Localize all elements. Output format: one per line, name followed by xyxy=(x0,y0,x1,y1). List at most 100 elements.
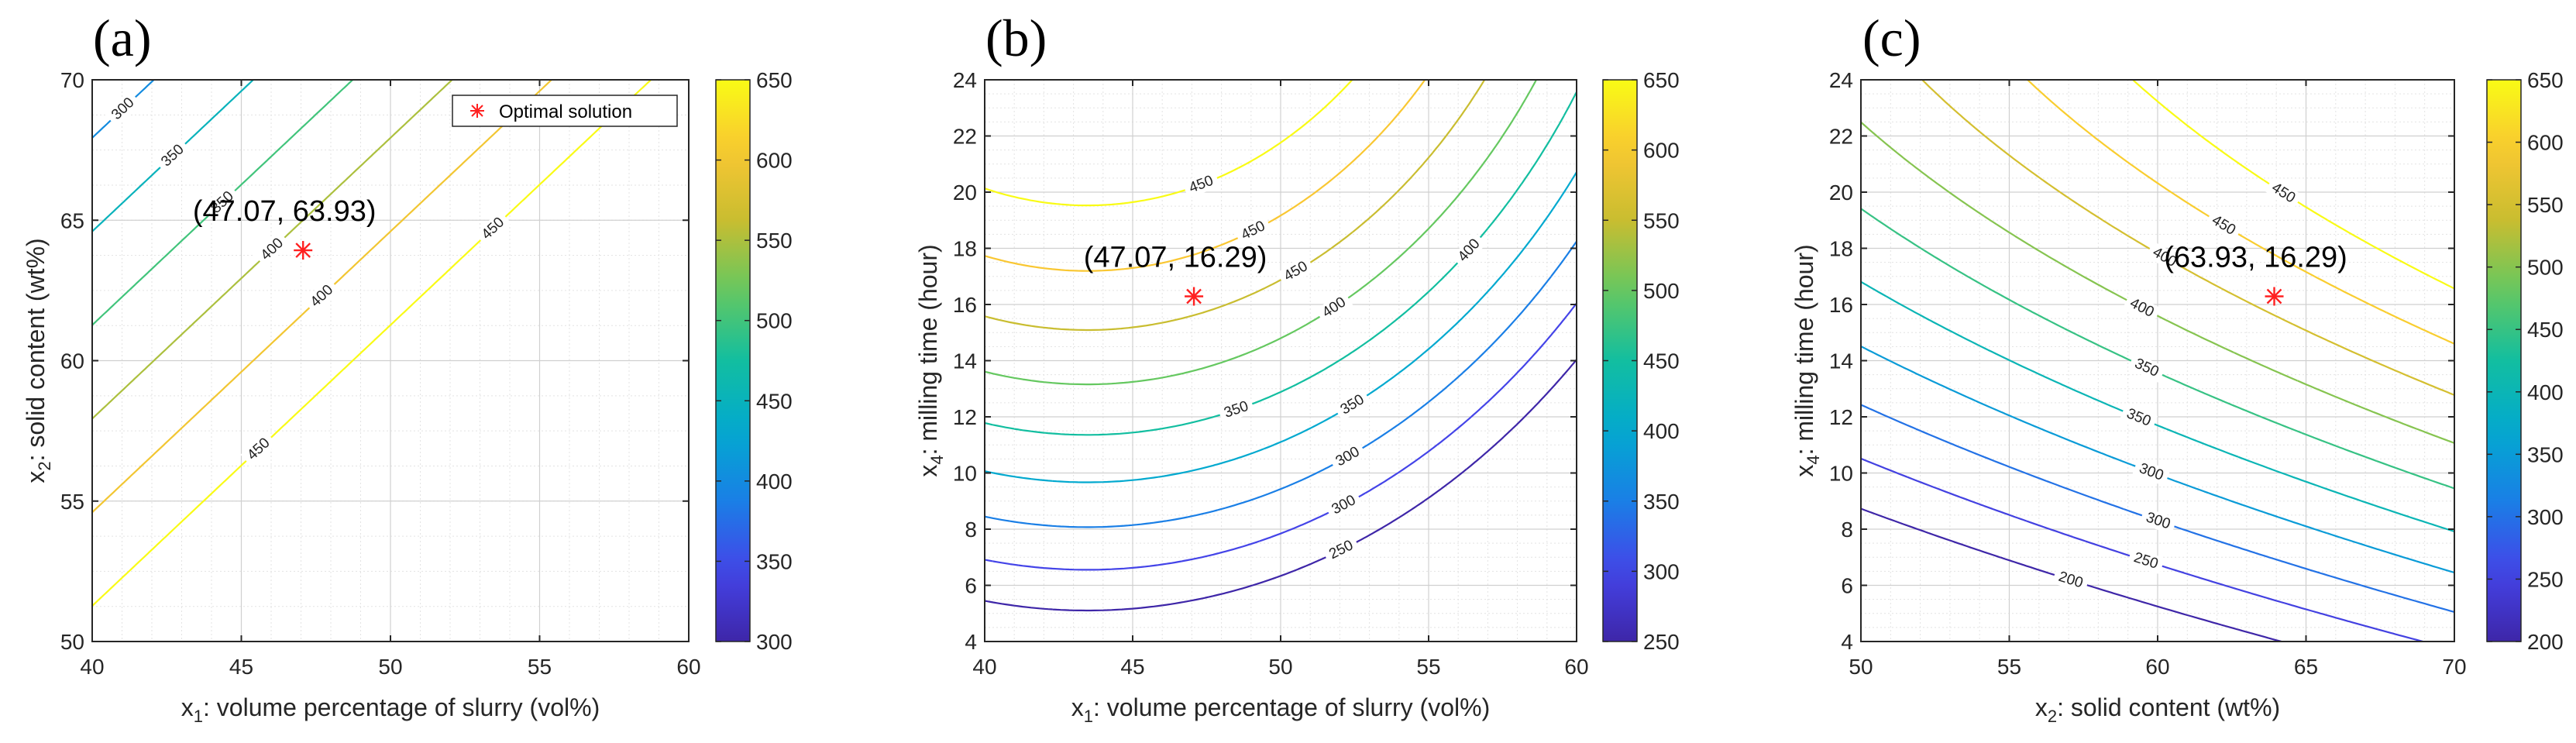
legend-marker-stroke xyxy=(471,105,483,117)
optimal-annotation: (47.07, 63.93) xyxy=(193,195,377,228)
contour-label-bg xyxy=(474,210,511,247)
colorbar-tick-label: 250 xyxy=(2527,567,2564,591)
contour-line-450 xyxy=(1861,208,2454,490)
legend-label: Optimal solution xyxy=(499,101,632,122)
optimal-annotation: (63.93, 16.29) xyxy=(2164,241,2347,273)
contour-label-bg xyxy=(1451,232,1487,269)
y-axis-sub: 4 xyxy=(927,455,947,464)
x-tick-label: 60 xyxy=(676,655,700,679)
contours xyxy=(1861,80,2454,642)
colorbar-tick-label: 450 xyxy=(756,389,793,413)
colorbar-tick-label: 300 xyxy=(2527,505,2564,529)
contour-line-250 xyxy=(985,359,1577,612)
y-axis-var: x xyxy=(914,465,942,477)
colorbar xyxy=(715,79,751,642)
colorbar-tick-label: 200 xyxy=(2527,630,2564,654)
contour-label-bg xyxy=(2204,209,2243,242)
y-tick-label: 55 xyxy=(60,490,84,514)
contour-line-650 xyxy=(985,80,1353,207)
colorbar-tick-label: 250 xyxy=(1643,630,1680,654)
colorbar xyxy=(2486,79,2522,642)
colorbar-tick-label: 600 xyxy=(1643,139,1680,163)
colorbar-tick-label: 550 xyxy=(1643,208,1680,232)
colorbar-tick-label: 500 xyxy=(1643,279,1680,303)
optimal-point xyxy=(294,241,313,260)
y-tick-label: 60 xyxy=(60,349,84,373)
contour-label-bg xyxy=(2052,566,2090,593)
contour-label-bg xyxy=(2145,241,2184,273)
y-tick-label: 6 xyxy=(965,574,977,598)
x-axis-var: x xyxy=(1071,693,1084,721)
contour-label-bg xyxy=(2132,458,2171,487)
colorbar-tick-label: 450 xyxy=(1643,349,1680,373)
y-tick-label: 6 xyxy=(1841,574,1853,598)
y-tick-label: 12 xyxy=(953,405,977,429)
x-axis-sub: 1 xyxy=(194,707,203,726)
x-tick-label: 45 xyxy=(1120,655,1144,679)
contour-line-350 xyxy=(1861,346,2454,574)
contour-label-bg xyxy=(2264,177,2303,210)
contour-label-bg xyxy=(1324,489,1364,521)
optimal-marker-stroke xyxy=(2266,288,2282,304)
optimal-marker-stroke xyxy=(295,243,311,258)
contour-line-500 xyxy=(985,80,1537,386)
x-tick-label: 50 xyxy=(1849,655,1873,679)
contour-line-550 xyxy=(92,80,453,420)
y-tick-label: 4 xyxy=(965,630,977,654)
y-axis-sub: 4 xyxy=(1804,455,1823,464)
y-tick-label: 18 xyxy=(1829,237,1853,261)
contour-label-bg xyxy=(2139,507,2177,535)
y-tick-label: 70 xyxy=(60,68,84,92)
colorbar-tick-label: 400 xyxy=(1643,419,1680,443)
contour-label-bg xyxy=(2127,547,2165,575)
y-tick-label: 22 xyxy=(1829,125,1853,149)
x-axis-text: : volume percentage of slurry (vol%) xyxy=(1093,693,1490,721)
contour-line-300 xyxy=(985,302,1577,571)
y-tick-label: 14 xyxy=(1829,349,1853,373)
colorbar-tick-label: 650 xyxy=(756,68,793,92)
colorbar-tick-label: 500 xyxy=(756,309,793,333)
colorbar-tick-label: 600 xyxy=(756,149,793,173)
contour-label-bg xyxy=(1322,535,1360,566)
contours xyxy=(92,80,652,607)
contour-label-bg xyxy=(253,231,291,267)
y-axis-text: : milling time (hour) xyxy=(1790,244,1818,455)
y-tick-label: 8 xyxy=(1841,518,1853,542)
colorbar-tick-label: 350 xyxy=(2527,442,2564,466)
contour-label-bg xyxy=(1329,441,1367,473)
y-tick-label: 65 xyxy=(60,208,84,232)
contour-label-bg xyxy=(1233,215,1273,246)
optimal-point xyxy=(1185,287,1204,306)
contour-label-bg xyxy=(1217,396,1256,424)
y-tick-label: 22 xyxy=(953,125,977,149)
contour-line-350 xyxy=(985,240,1577,528)
panel-letter: (c) xyxy=(1862,9,1921,67)
y-tick-label: 16 xyxy=(1829,293,1853,317)
contour-label-bg xyxy=(1277,255,1316,287)
optimal-marker-stroke xyxy=(1186,288,1202,304)
x-axis-var: x xyxy=(181,693,194,721)
x-tick-label: 45 xyxy=(229,655,253,679)
x-tick-label: 60 xyxy=(2145,655,2169,679)
contour-line-600 xyxy=(92,80,552,514)
x-tick-label: 55 xyxy=(1416,655,1440,679)
colorbar-tick-label: 300 xyxy=(756,630,793,654)
x-tick-label: 60 xyxy=(1564,655,1588,679)
contour-line-550 xyxy=(985,80,1486,332)
contour-line-250 xyxy=(1861,457,2423,642)
contour-label-bg xyxy=(154,137,191,174)
panel-letter: (a) xyxy=(93,9,151,67)
x-tick-label: 55 xyxy=(1997,655,2021,679)
contour-label-bg xyxy=(240,431,277,467)
y-tick-label: 18 xyxy=(953,237,977,261)
y-tick-label: 24 xyxy=(1829,68,1853,92)
contour-label-bg xyxy=(2123,292,2162,324)
colorbar-tick-label: 450 xyxy=(2527,318,2564,342)
colorbar-tick-label: 550 xyxy=(2527,193,2564,217)
y-axis-sub: 2 xyxy=(35,461,54,470)
colorbar xyxy=(1602,79,1638,642)
